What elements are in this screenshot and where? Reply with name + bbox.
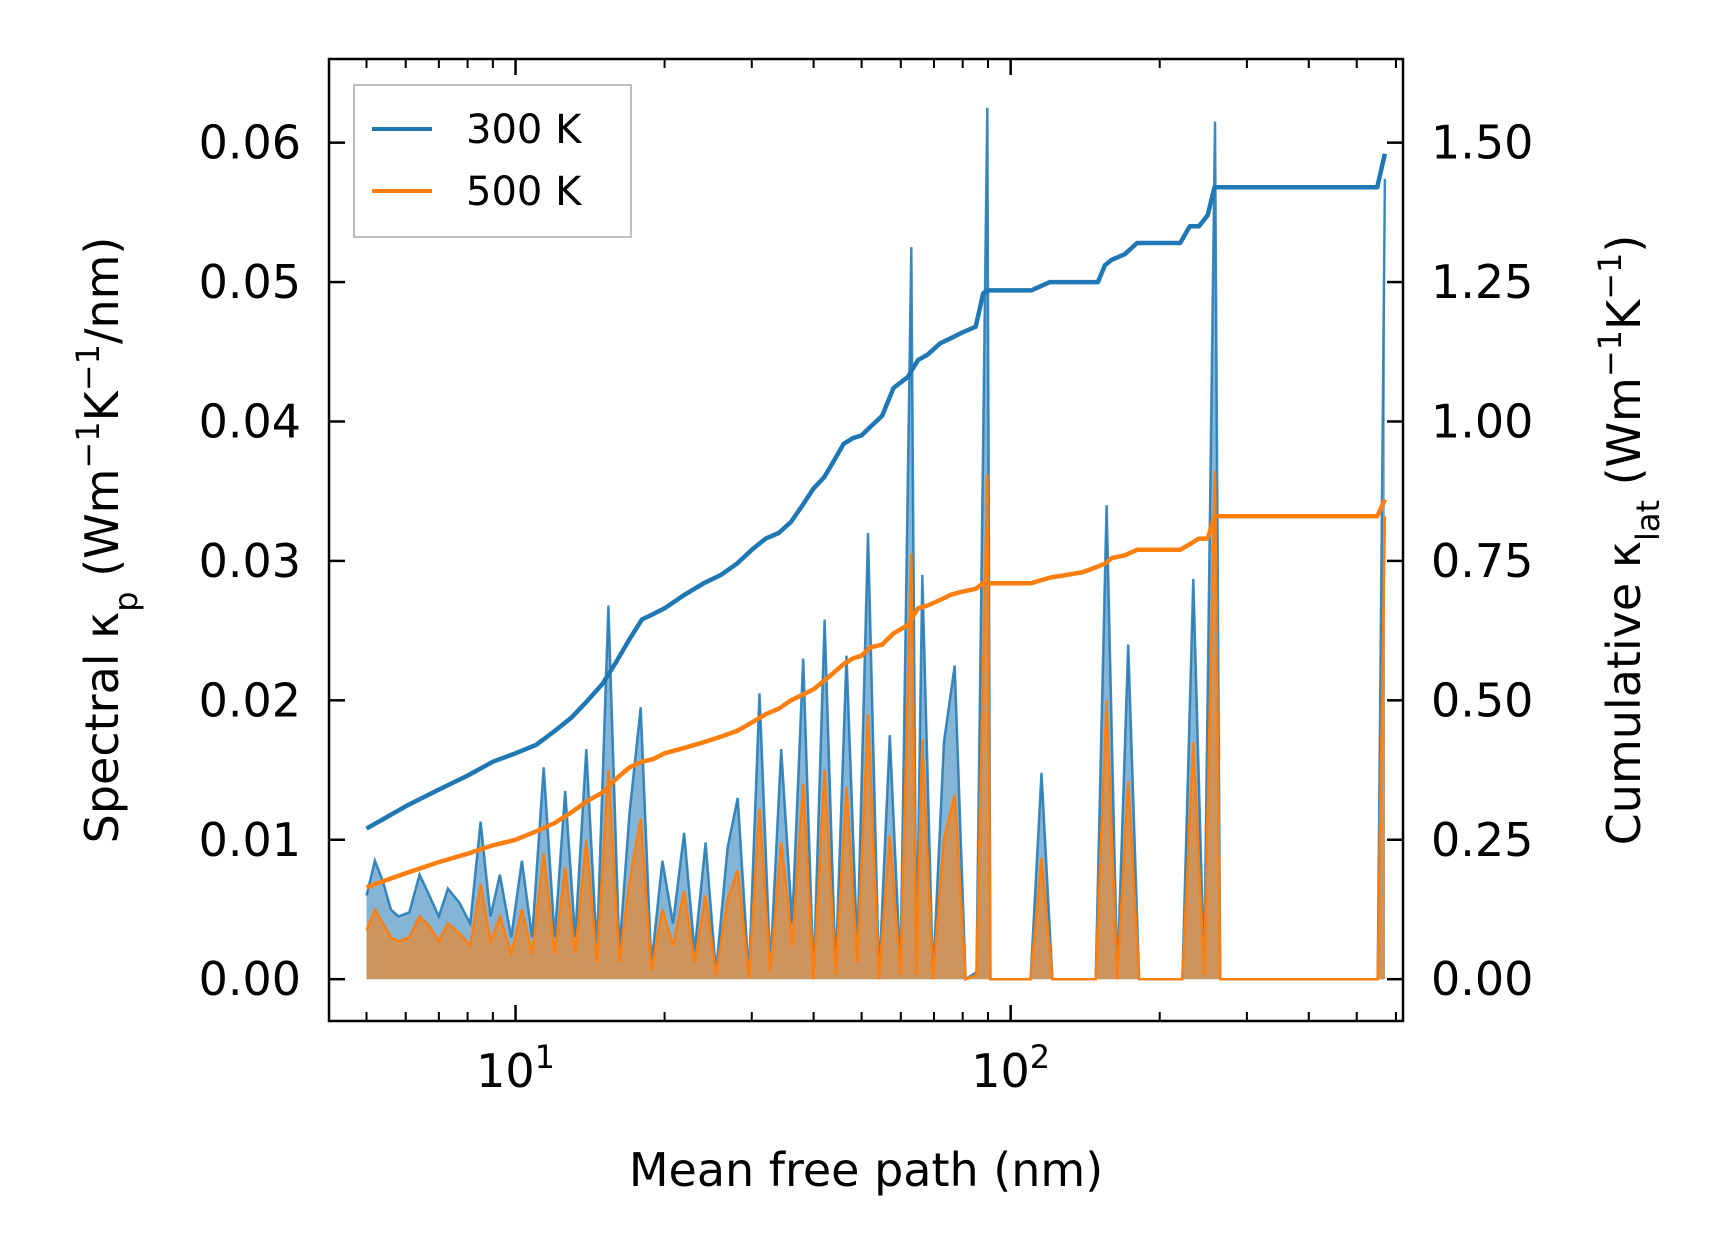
right-y-title-base: Cumulative κ <box>1597 541 1651 845</box>
left-y-title-exp2: −1 <box>69 344 107 391</box>
cumulative-line-300k <box>365 153 1388 831</box>
right-y-title-exp1: −1 <box>1591 330 1629 377</box>
right-y-title-unit-prefix: (Wm <box>1597 377 1651 500</box>
left-y-title-unit-suffix: /nm) <box>75 237 129 344</box>
y-left-tick-label-3: 0.03 <box>199 534 301 588</box>
plot-frame <box>327 57 1405 1023</box>
x-tick-label-1: 102 <box>971 1038 1050 1098</box>
tick-marks-group <box>329 59 1403 1021</box>
legend-label-500k: 500 K <box>466 169 583 215</box>
y-right-tick-label-0: 0.00 <box>1431 952 1533 1006</box>
spectral-outline-300k <box>365 107 1387 982</box>
y-left-tick-label-1: 0.01 <box>199 813 301 867</box>
x-tick-label-base-0: 10 <box>476 1044 535 1098</box>
left-y-title-base: Spectral κ <box>75 612 129 844</box>
x-tick-label-base-1: 10 <box>971 1044 1030 1098</box>
right-y-axis-title: Cumulative κlat (Wm−1K−1) <box>1591 235 1667 846</box>
left-y-axis-title: Spectral κp (Wm−1K−1/nm) <box>69 237 145 844</box>
spectral-area-300k <box>366 107 1385 980</box>
right-y-title-unit-mid: K <box>1597 298 1651 330</box>
y-right-tick-label-5: 1.25 <box>1431 255 1533 309</box>
y-left-tick-label-6: 0.06 <box>199 116 301 170</box>
spectral-fill-500k-group <box>365 470 1387 981</box>
y-right-tick-label-4: 1.00 <box>1431 394 1533 448</box>
y-left-tick-label-2: 0.02 <box>199 673 301 727</box>
cumulative-line-500k <box>365 498 1387 890</box>
spectral-area-500k <box>366 470 1385 980</box>
y-right-tick-label-3: 0.75 <box>1431 534 1533 588</box>
x-tick-label-exp-0: 1 <box>535 1038 555 1076</box>
x-axis-title: Mean free path (nm) <box>629 1143 1103 1197</box>
tick-labels-group: 101 1020.000.010.020.030.040.050.060.000.… <box>199 116 1534 1098</box>
legend-box <box>353 84 632 238</box>
x-tick-label-exp-1: 2 <box>1030 1038 1050 1076</box>
y-left-tick-label-5: 0.05 <box>199 255 301 309</box>
y-right-tick-label-1: 0.25 <box>1431 813 1533 867</box>
right-y-title-sub: lat <box>1629 500 1667 541</box>
legend: 300 K 500 K <box>353 84 632 238</box>
left-y-title-sub: p <box>107 591 145 611</box>
spectral-fill-300k-group <box>365 107 1387 982</box>
cumulative-lines-group <box>365 153 1388 890</box>
x-tick-label-0: 101 <box>476 1038 555 1098</box>
right-y-title-unit-suffix: ) <box>1597 235 1651 253</box>
y-right-tick-label-2: 0.50 <box>1431 673 1533 727</box>
legend-label-300k: 300 K <box>466 107 583 153</box>
left-y-title-unit-prefix: (Wm <box>75 469 129 592</box>
left-y-title-unit-mid: K <box>75 389 129 421</box>
y-left-tick-label-4: 0.04 <box>199 394 301 448</box>
left-y-title-exp1: −1 <box>69 421 107 468</box>
y-left-tick-label-0: 0.00 <box>199 952 301 1006</box>
right-y-title-exp2: −1 <box>1591 253 1629 300</box>
y-right-tick-label-6: 1.50 <box>1431 116 1533 170</box>
spectral-outline-500k <box>365 470 1387 981</box>
